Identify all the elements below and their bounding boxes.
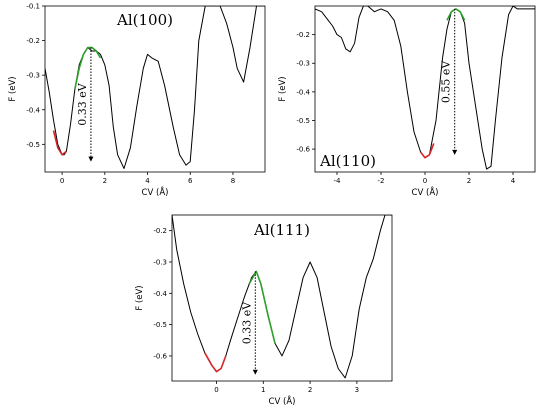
arrow-head (452, 149, 458, 155)
x-tick-label: -2 (378, 177, 385, 185)
y-tick-label: -0.2 (26, 37, 40, 45)
y-tick-label: -0.2 (153, 227, 167, 235)
x-tick-label: 8 (231, 177, 235, 185)
axes-frame (314, 5, 536, 173)
x-tick-label: 4 (511, 177, 516, 185)
x-tick-label: 2 (467, 177, 471, 185)
y-tick-label: -0.5 (153, 321, 167, 329)
y-tick-label: -0.3 (153, 258, 167, 266)
x-axis-label: CV (Å) (412, 186, 439, 198)
free-energy-curve (45, 6, 265, 169)
y-tick-label: -0.2 (296, 31, 310, 39)
x-tick-label: 0 (214, 386, 218, 394)
y-tick-label: -0.5 (26, 141, 40, 149)
arrow-head (88, 156, 94, 162)
panel-al110: -4 -2 0 2 4 -0.6 -0.5 -0.4 -0.3 -0.2 CV (Å) F (eV) A… (278, 5, 536, 198)
x-axis-label: CV (Å) (142, 186, 169, 198)
x-tick-label: 0 (60, 177, 64, 185)
y-tick-label: -0.3 (26, 72, 40, 80)
x-tick-label: 6 (188, 177, 193, 185)
y-tick-label: -0.1 (26, 3, 40, 11)
y-tick-label: -0.3 (296, 60, 310, 68)
barrier-fit-segment (248, 270, 276, 344)
x-tick-label: 0 (423, 177, 427, 185)
axes-frame (44, 5, 266, 173)
minimum-fit-segment (204, 352, 227, 373)
y-tick-label: -0.5 (296, 117, 310, 125)
x-tick-label: 2 (103, 177, 107, 185)
x-tick-label: 3 (355, 386, 359, 394)
y-axis-label: F (eV) (135, 285, 145, 310)
x-tick-label: 2 (308, 386, 312, 394)
x-tick-label: 4 (145, 177, 150, 185)
y-axis-label: F (eV) (278, 76, 288, 101)
plot-area (315, 6, 535, 170)
y-tick-label: -0.6 (153, 352, 167, 360)
y-tick-label: -0.4 (153, 290, 167, 298)
arrow-head (252, 369, 258, 375)
panel-al111: 0 1 2 3 -0.6 -0.5 -0.4 -0.3 -0.2 CV (Å) F (eV) Al(1… (135, 214, 393, 407)
minimum-fit-segment (52, 130, 67, 156)
panel-al100: 0 2 4 6 8 -0.5 -0.4 -0.3 -0.2 -0.1 CV (Å) F (eV) Al(… (8, 3, 266, 198)
free-energy-curve (315, 6, 535, 170)
axes-frame (171, 214, 393, 382)
plot-area (45, 6, 265, 169)
barrier-label: 0.55 eV (440, 60, 453, 103)
barrier-fit-segment (74, 46, 102, 90)
barrier-fit-segment (446, 8, 466, 21)
barrier-label: 0.33 eV (240, 301, 253, 344)
x-tick-label: 1 (261, 386, 265, 394)
y-tick-label: -0.6 (296, 146, 310, 154)
y-tick-label: -0.4 (296, 88, 310, 96)
panel-title: Al(111) (253, 221, 310, 239)
panel-title: Al(100) (116, 11, 173, 29)
minimum-fit-segment (419, 143, 435, 159)
x-axis-label: CV (Å) (269, 395, 296, 407)
y-axis-label: F (eV) (8, 76, 18, 101)
y-tick-label: -0.4 (26, 106, 40, 114)
barrier-label: 0.33 eV (76, 82, 89, 125)
plot-area (172, 215, 392, 379)
panel-title: Al(110) (319, 152, 376, 170)
x-tick-label: -4 (334, 177, 342, 185)
